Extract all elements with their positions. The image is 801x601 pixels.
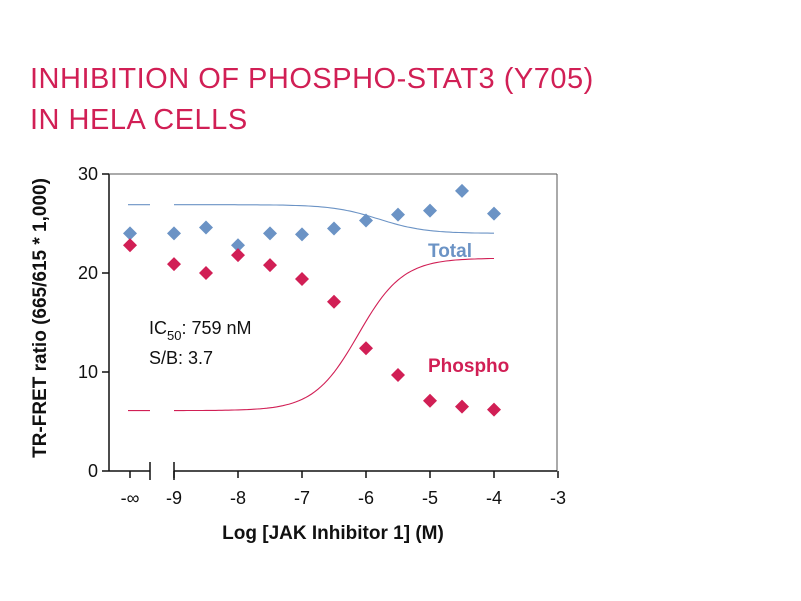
plot-frame (108, 173, 558, 480)
sb-annotation: S/B: 3.7 (149, 348, 213, 368)
data-point-total (359, 213, 373, 228)
ic50-annotation: IC50: 759 nM (149, 318, 252, 343)
data-point-total (455, 183, 469, 198)
x-tick-label: -3 (550, 488, 566, 508)
data-point-phospho (231, 248, 245, 263)
data-point-total (263, 226, 277, 241)
fit-curve-total (174, 204, 494, 234)
y-tick-label: 20 (78, 263, 98, 283)
x-tick-label: -9 (166, 488, 182, 508)
x-tick-label-neg-infinity: -∞ (121, 488, 140, 508)
data-point-total-neg-infinity (123, 226, 137, 241)
fit-curve-phospho (174, 257, 494, 412)
data-point-total (295, 227, 309, 242)
series-label-phospho: Phospho (428, 356, 509, 377)
data-point-total (167, 226, 181, 241)
data-point-phospho (455, 399, 469, 414)
data-point-total (231, 238, 245, 253)
data-point-phospho (263, 258, 277, 273)
data-point-phospho-neg-infinity (123, 238, 137, 253)
data-point-total (487, 206, 501, 221)
data-point-total (199, 220, 213, 235)
data-point-phospho (391, 367, 405, 382)
data-point-phospho (199, 266, 213, 280)
data-points (123, 183, 501, 417)
x-axis-label: Log [JAK Inhibitor 1] (M) (222, 523, 444, 544)
x-tick-label: -7 (294, 488, 310, 508)
data-point-phospho (167, 257, 181, 272)
chart-title-line-2: IN HELA CELLS (30, 104, 248, 136)
data-point-phospho (359, 341, 373, 356)
series-label-total: Total (428, 241, 472, 262)
data-point-total (327, 221, 341, 236)
y-tick-label: 0 (88, 461, 98, 481)
y-axis-label: TR-FRET ratio (665/615 * 1,000) (30, 178, 51, 458)
x-tick-label: -6 (358, 488, 374, 508)
data-point-phospho (487, 402, 501, 417)
fit-curves (128, 204, 494, 412)
axis-ticks: 0 10 20 30 -∞ -9 -8 -7 -6 -5 -4 -3 (78, 164, 566, 508)
data-point-total (423, 203, 437, 218)
data-point-phospho (423, 393, 437, 408)
data-point-total (391, 207, 405, 222)
data-point-phospho (327, 294, 341, 309)
y-tick-label: 10 (78, 362, 98, 382)
y-tick-label: 30 (78, 164, 98, 184)
chart-title-line-1: INHIBITION OF PHOSPHO-STAT3 (Y705) (30, 63, 594, 95)
data-point-phospho (295, 271, 309, 286)
x-tick-label: -5 (422, 488, 438, 508)
x-tick-label: -4 (486, 488, 502, 508)
x-tick-label: -8 (230, 488, 246, 508)
